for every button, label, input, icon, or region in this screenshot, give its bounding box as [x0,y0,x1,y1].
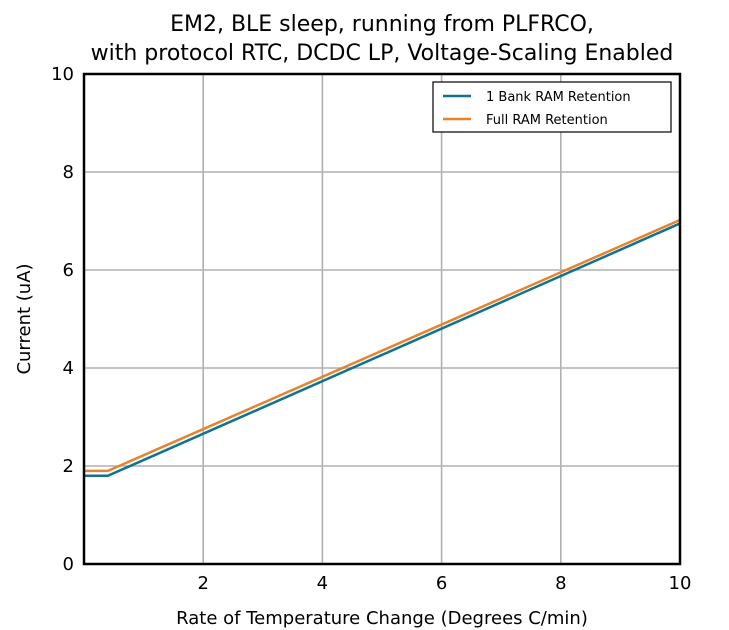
chart-title-line-1: EM2, BLE sleep, running from PLFRCO, [170,12,594,37]
x-tick-label: 8 [555,573,566,594]
series-lines [84,218,681,478]
grid-lines [84,74,680,564]
series-line-1-bank-ram-retention [84,222,681,478]
legend-label-1-bank: 1 Bank RAM Retention [486,90,631,105]
y-tick-label: 4 [63,358,74,379]
legend: 1 Bank RAM Retention Full RAM Retention [432,81,672,133]
x-axis-label: Rate of Temperature Change (Degrees C/mi… [176,608,588,629]
legend-box [432,81,672,133]
y-axis-label: Current (uA) [14,263,35,374]
chart-title-line-2: with protocol RTC, DCDC LP, Voltage-Scal… [91,41,674,66]
tick-labels: 2 4 6 8 10 0 2 4 6 8 10 [51,64,691,594]
x-tick-label: 4 [317,573,328,594]
x-tick-label: 10 [669,573,692,594]
y-tick-label: 0 [63,554,74,575]
x-tick-label: 6 [436,573,447,594]
legend-label-full-ram: Full RAM Retention [486,113,608,128]
y-tick-label: 10 [51,64,74,85]
plot-frame [82,72,682,566]
series-line-full-ram-retention [84,218,681,473]
y-tick-label: 8 [63,162,74,183]
y-tick-label: 6 [63,260,74,281]
y-tick-label: 2 [63,456,74,477]
x-tick-label: 2 [197,573,208,594]
